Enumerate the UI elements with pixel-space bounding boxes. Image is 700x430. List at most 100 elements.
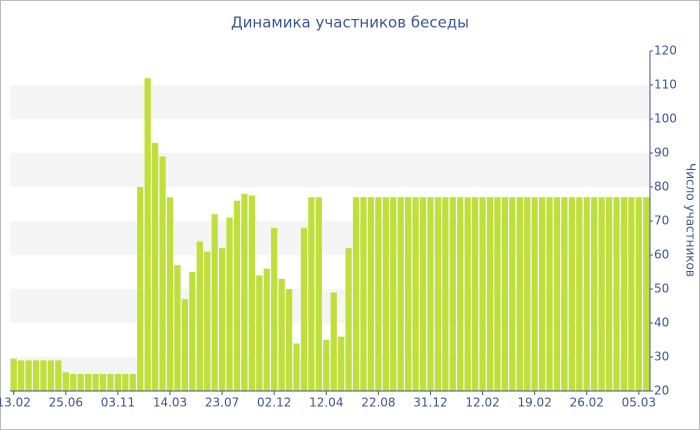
bar	[181, 299, 189, 391]
bar	[271, 227, 278, 391]
bar	[151, 142, 159, 391]
bar	[561, 197, 568, 391]
bar	[62, 372, 69, 391]
y-tick-label: 60	[654, 248, 669, 262]
bar	[114, 374, 122, 391]
bar	[278, 278, 285, 391]
bar	[442, 197, 449, 391]
bar	[107, 374, 114, 391]
bar	[263, 268, 270, 391]
y-axis-label: Число участников	[684, 163, 698, 277]
y-tick-label: 40	[654, 316, 669, 330]
bar	[166, 197, 174, 391]
bar	[471, 197, 479, 391]
bar	[576, 197, 583, 391]
x-tick-label: 31.12	[413, 396, 447, 410]
bar	[605, 197, 613, 391]
bar	[330, 292, 337, 391]
y-tick-label: 20	[654, 384, 669, 398]
bar	[40, 360, 47, 391]
x-tick-label: 26.02	[570, 396, 604, 410]
bar	[174, 265, 181, 391]
y-tick-label: 70	[654, 214, 669, 228]
grid-band	[10, 153, 650, 187]
bar	[419, 197, 427, 391]
bar	[486, 197, 494, 391]
bar	[449, 197, 456, 391]
bar	[129, 374, 136, 391]
y-tick-label: 30	[654, 350, 669, 364]
bar	[323, 340, 330, 391]
bar	[293, 343, 300, 391]
bar	[55, 360, 62, 391]
x-tick-label: 03.11	[101, 396, 135, 410]
bar	[375, 197, 382, 391]
bar	[382, 197, 389, 391]
bar	[137, 187, 144, 391]
bar	[434, 197, 442, 391]
x-tick-label: 05.03	[622, 396, 656, 410]
bar	[591, 197, 598, 391]
y-tick-label: 120	[654, 44, 677, 58]
bar	[479, 197, 486, 391]
bar	[300, 227, 308, 391]
y-tick-label: 90	[654, 146, 669, 160]
bar	[32, 360, 40, 391]
bar	[405, 197, 412, 391]
bar	[159, 156, 166, 391]
bar	[233, 200, 241, 391]
bar	[464, 197, 471, 391]
bar	[226, 217, 233, 391]
bar	[99, 374, 107, 391]
x-tick-label: 22.08	[361, 396, 395, 410]
x-tick-label: 19.02	[517, 396, 551, 410]
chart-title: Динамика участников беседы	[231, 14, 469, 32]
bar	[531, 197, 538, 391]
y-tick-label: 80	[654, 180, 669, 194]
bar	[248, 195, 255, 391]
x-tick-label: 23.07	[205, 396, 239, 410]
y-tick-label: 110	[654, 78, 677, 92]
bar	[315, 197, 322, 391]
bar	[211, 214, 218, 391]
bar	[47, 360, 55, 391]
bar	[583, 197, 590, 391]
bar	[620, 197, 628, 391]
bar	[546, 197, 553, 391]
bar	[144, 78, 151, 391]
x-tick-label: 25.06	[49, 396, 83, 410]
bar	[412, 197, 419, 391]
bar	[538, 197, 546, 391]
bar	[122, 374, 129, 391]
bar	[241, 193, 248, 391]
bar	[457, 197, 464, 391]
bar	[92, 374, 99, 391]
bar	[635, 197, 642, 391]
bar	[85, 374, 92, 391]
bar	[18, 360, 25, 391]
bar	[397, 197, 404, 391]
grid-band	[10, 85, 650, 119]
x-tick-label: 14.03	[153, 396, 187, 410]
bar	[10, 358, 17, 391]
bar	[285, 289, 293, 391]
bar	[196, 241, 203, 391]
bar	[352, 197, 360, 391]
bar	[70, 374, 77, 391]
x-tick-label: 02.12	[257, 396, 291, 410]
bar	[494, 197, 501, 391]
bar	[628, 197, 635, 391]
bar	[25, 360, 32, 391]
bar	[338, 336, 345, 391]
x-tick-label: 12.04	[309, 396, 343, 410]
bar	[204, 251, 211, 391]
bar	[643, 197, 650, 391]
bar	[524, 197, 531, 391]
bar	[345, 248, 352, 391]
bar	[189, 272, 196, 391]
bar	[360, 197, 367, 391]
bar	[218, 248, 226, 391]
bar	[613, 197, 620, 391]
bar	[509, 197, 516, 391]
